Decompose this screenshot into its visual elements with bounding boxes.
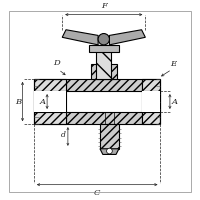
- Text: A: A: [39, 98, 45, 106]
- Polygon shape: [66, 91, 142, 112]
- Polygon shape: [96, 45, 111, 79]
- Polygon shape: [91, 64, 117, 79]
- Text: F: F: [101, 2, 107, 10]
- Text: d: d: [61, 131, 66, 139]
- Text: E: E: [171, 60, 177, 68]
- Polygon shape: [66, 79, 142, 124]
- Polygon shape: [100, 124, 119, 149]
- Polygon shape: [109, 30, 145, 45]
- Text: C: C: [94, 189, 100, 197]
- Polygon shape: [34, 79, 66, 124]
- Circle shape: [107, 148, 112, 154]
- Polygon shape: [142, 79, 160, 124]
- Polygon shape: [62, 30, 98, 45]
- Polygon shape: [89, 45, 119, 52]
- Text: D: D: [53, 59, 60, 67]
- Polygon shape: [100, 149, 119, 154]
- Circle shape: [98, 34, 109, 45]
- Text: B: B: [15, 98, 21, 106]
- Polygon shape: [34, 91, 66, 112]
- Text: A: A: [172, 98, 178, 106]
- Polygon shape: [142, 91, 160, 112]
